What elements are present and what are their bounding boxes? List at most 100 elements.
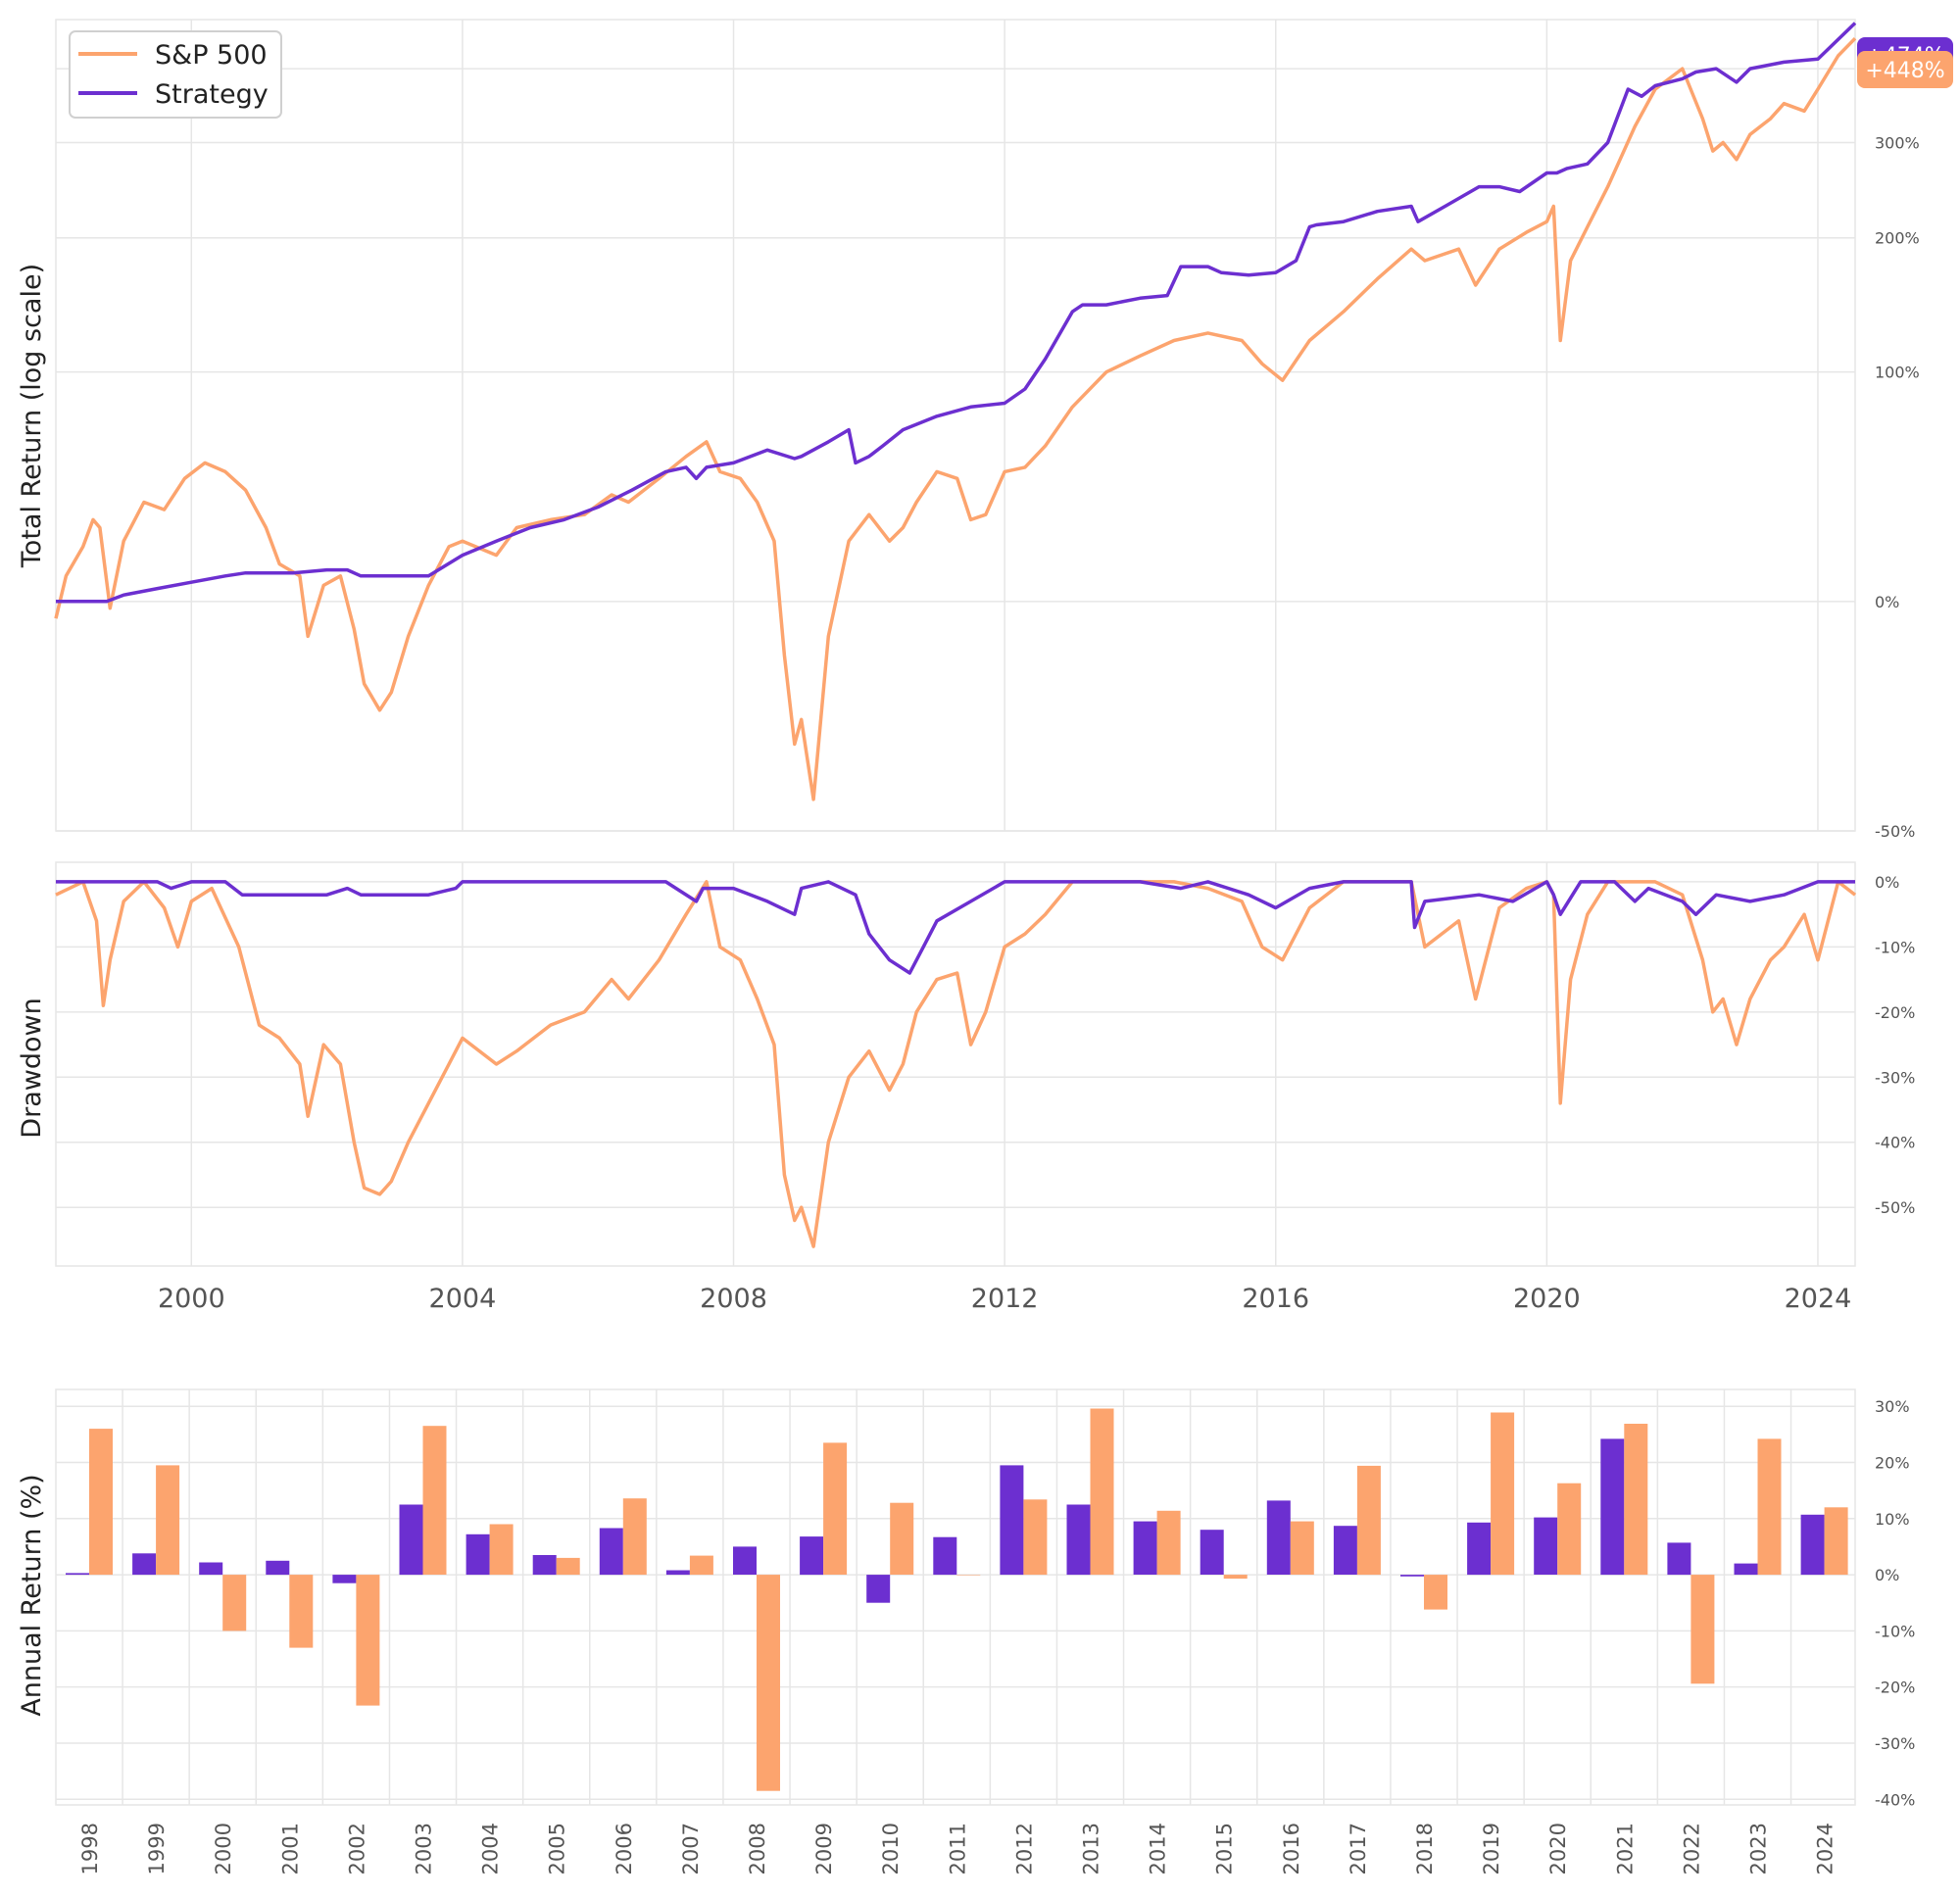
drawdown-panel: 0%-10%-20%-30%-40%-50% 2000 2004 2008 2012 2… bbox=[17, 861, 1915, 1314]
legend: S&P 500 Strategy bbox=[69, 30, 282, 119]
annual-return-x-tick-2016: 2016 bbox=[1280, 1823, 1303, 1874]
total-return-y-tick-50: -50% bbox=[1875, 822, 1915, 841]
bar-strategy-2006 bbox=[599, 1528, 623, 1576]
annual-return-x-ticks: 1998 1999 2000 2001 2002 2003 2004 2005 2006 2007… bbox=[78, 1823, 1838, 1874]
annual-return-frame bbox=[55, 1388, 1856, 1806]
bar-strategy-2003 bbox=[399, 1504, 423, 1576]
annual-return-grid bbox=[56, 1389, 1855, 1805]
drawdown-x-tick-2016: 2016 bbox=[1242, 1284, 1309, 1314]
bar-strategy-1999 bbox=[132, 1553, 157, 1576]
annual-return-x-tick-2008: 2008 bbox=[746, 1823, 769, 1874]
bar-strategy-2023 bbox=[1734, 1563, 1758, 1576]
drawdown-x-tick-2004: 2004 bbox=[429, 1284, 497, 1314]
bar-strategy-2017 bbox=[1333, 1526, 1357, 1575]
drawdown-y-tick-50: -50% bbox=[1875, 1198, 1915, 1217]
bar-strategy-2000 bbox=[199, 1562, 223, 1576]
bar-strategy-2012 bbox=[1000, 1465, 1024, 1576]
annual-return-x-tick-2017: 2017 bbox=[1347, 1823, 1370, 1874]
bar-s-p-500-2020 bbox=[1557, 1483, 1582, 1576]
bar-s-p-500-2023 bbox=[1757, 1438, 1782, 1576]
annual-return-y-label: Annual Return (%) bbox=[17, 1474, 47, 1716]
annual-return-x-tick-2022: 2022 bbox=[1680, 1823, 1703, 1874]
sp500-end-label: +448% bbox=[1865, 59, 1944, 83]
legend-label-strategy: Strategy bbox=[155, 79, 269, 110]
annual-return-x-tick-2002: 2002 bbox=[345, 1823, 368, 1874]
bar-strategy-2021 bbox=[1600, 1438, 1625, 1576]
total-return-y-tick-100: 100% bbox=[1875, 364, 1920, 382]
drawdown-frame bbox=[55, 861, 1856, 1267]
bar-s-p-500-2007 bbox=[689, 1555, 713, 1576]
bar-strategy-2002 bbox=[332, 1575, 357, 1583]
annual-return-x-tick-2005: 2005 bbox=[546, 1823, 569, 1874]
bar-s-p-500-2019 bbox=[1491, 1412, 1515, 1576]
drawdown-y-tick-40: -40% bbox=[1875, 1134, 1915, 1152]
total-return-y-tick-300: 300% bbox=[1875, 134, 1920, 153]
annual-return-x-tick-2003: 2003 bbox=[413, 1823, 436, 1874]
bar-s-p-500-2021 bbox=[1624, 1424, 1648, 1576]
bar-strategy-2022 bbox=[1667, 1542, 1691, 1576]
annual-return-x-tick-2015: 2015 bbox=[1213, 1823, 1237, 1874]
annual-return-x-tick-2013: 2013 bbox=[1080, 1823, 1103, 1874]
bar-strategy-2016 bbox=[1266, 1500, 1291, 1575]
bar-strategy-2020 bbox=[1534, 1517, 1558, 1575]
bar-s-p-500-2005 bbox=[556, 1557, 580, 1576]
bar-strategy-2001 bbox=[266, 1560, 290, 1576]
annual-return-y-tick-30: -30% bbox=[1875, 1734, 1915, 1753]
bar-s-p-500-1998 bbox=[89, 1429, 113, 1576]
bar-s-p-500-2015 bbox=[1223, 1575, 1248, 1580]
annual-return-y-ticks: 30% 20% 10% 0% -10% -20% -30% -40% bbox=[1875, 1397, 1915, 1809]
bar-s-p-500-2011 bbox=[956, 1575, 981, 1576]
bar-s-p-500-2002 bbox=[356, 1575, 380, 1706]
drawdown-x-tick-2020: 2020 bbox=[1513, 1284, 1581, 1314]
total-return-y-tick-0: 0% bbox=[1875, 593, 1899, 611]
total-return-frame bbox=[55, 19, 1856, 832]
end-value-labels: +474% +448% bbox=[1857, 37, 1953, 88]
drawdown-y-tick-0: 0% bbox=[1875, 873, 1899, 892]
bar-s-p-500-2018 bbox=[1424, 1575, 1447, 1610]
bar-s-p-500-2009 bbox=[823, 1442, 848, 1575]
annual-return-y-tick-20: 20% bbox=[1875, 1453, 1910, 1472]
legend-label-sp500: S&P 500 bbox=[155, 40, 268, 71]
bar-s-p-500-1999 bbox=[156, 1465, 180, 1576]
total-return-y-tick-200: 200% bbox=[1875, 229, 1920, 248]
bar-s-p-500-2017 bbox=[1356, 1465, 1381, 1576]
bar-s-p-500-2008 bbox=[757, 1575, 780, 1791]
annual-return-x-tick-2011: 2011 bbox=[946, 1823, 969, 1874]
annual-return-y-tick-10: 10% bbox=[1875, 1510, 1910, 1529]
annual-return-x-tick-2000: 2000 bbox=[212, 1823, 235, 1874]
bar-strategy-2009 bbox=[800, 1536, 824, 1576]
bar-s-p-500-2006 bbox=[622, 1498, 647, 1576]
bar-s-p-500-2016 bbox=[1290, 1521, 1314, 1575]
drawdown-line-strategy bbox=[56, 880, 1855, 975]
bar-s-p-500-2010 bbox=[890, 1502, 914, 1575]
bar-strategy-2005 bbox=[532, 1555, 557, 1576]
bar-strategy-2024 bbox=[1800, 1514, 1825, 1576]
annual-return-x-tick-2001: 2001 bbox=[278, 1823, 302, 1874]
bar-strategy-2013 bbox=[1066, 1504, 1091, 1576]
bar-s-p-500-2014 bbox=[1156, 1510, 1181, 1576]
total-return-panel: -50%0%100%200%300%400% Total Return (log… bbox=[17, 19, 1953, 841]
annual-return-x-tick-2009: 2009 bbox=[812, 1823, 836, 1874]
annual-return-x-tick-1999: 1999 bbox=[145, 1823, 169, 1874]
drawdown-grid bbox=[56, 862, 1855, 1266]
drawdown-lines bbox=[55, 880, 1857, 1248]
drawdown-x-tick-2008: 2008 bbox=[700, 1284, 767, 1314]
annual-return-bars bbox=[66, 1408, 1848, 1791]
annual-return-x-tick-2019: 2019 bbox=[1480, 1823, 1503, 1874]
drawdown-y-tick-10: -10% bbox=[1875, 938, 1915, 956]
bar-s-p-500-2024 bbox=[1824, 1507, 1848, 1576]
drawdown-y-tick-20: -20% bbox=[1875, 1003, 1915, 1022]
bar-strategy-2004 bbox=[466, 1533, 490, 1576]
total-return-y-ticks: -50%0%100%200%300%400% bbox=[1875, 60, 1920, 841]
annual-return-y-tick-10: -10% bbox=[1875, 1622, 1915, 1640]
annual-return-x-tick-2018: 2018 bbox=[1413, 1823, 1437, 1874]
bar-s-p-500-2022 bbox=[1690, 1575, 1715, 1684]
annual-return-x-tick-1998: 1998 bbox=[78, 1823, 102, 1874]
drawdown-y-tick-30: -30% bbox=[1875, 1068, 1915, 1087]
annual-return-x-tick-2024: 2024 bbox=[1814, 1823, 1838, 1874]
annual-return-x-tick-2014: 2014 bbox=[1147, 1823, 1170, 1874]
drawdown-line-s-p-500 bbox=[55, 880, 1857, 1248]
bar-strategy-2010 bbox=[866, 1575, 891, 1603]
bar-strategy-2015 bbox=[1200, 1530, 1224, 1575]
